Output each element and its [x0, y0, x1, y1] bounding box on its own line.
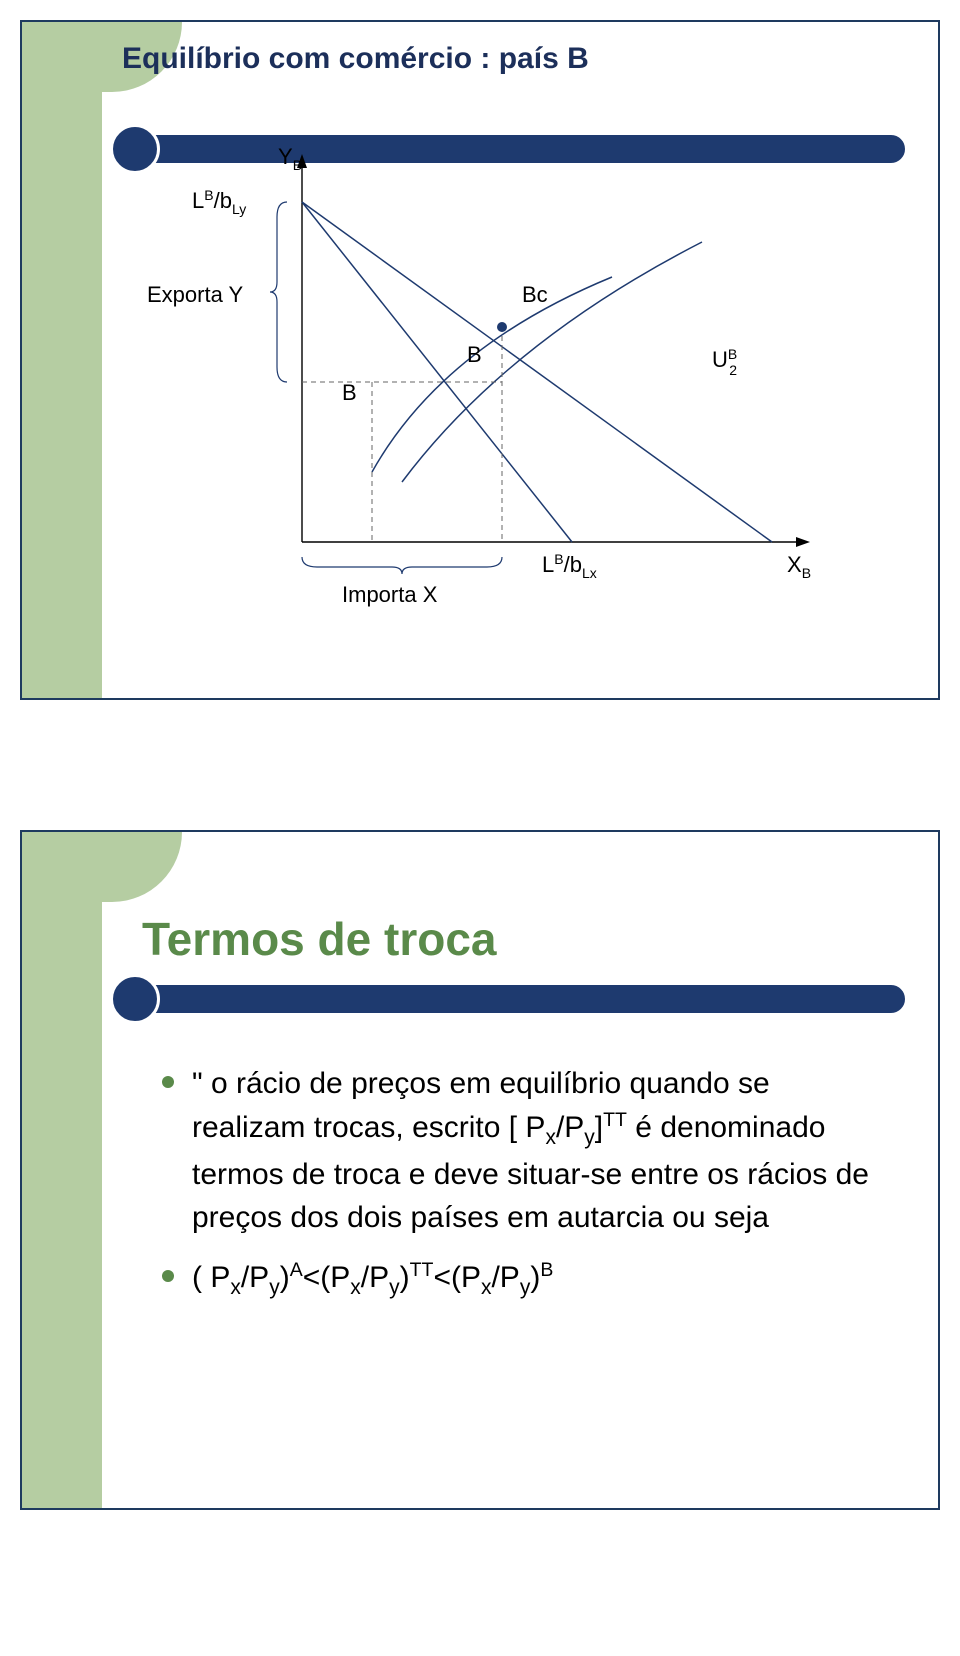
- prod-b-label: B: [467, 342, 482, 367]
- title-bar-2: [122, 982, 908, 1016]
- slide-2: Termos de troca " o rácio de preços em e…: [20, 830, 940, 1510]
- cons-label: B: [342, 380, 357, 405]
- bc-label: Bc: [522, 282, 548, 307]
- chart-svg: YB LB/bLy Exporta Y B Bc B UB2 I: [242, 142, 842, 642]
- slide2-body: " o rácio de preços em equilíbrio quando…: [162, 1062, 888, 1319]
- bullet-1-text: " o rácio de preços em equilíbrio quando…: [192, 1062, 888, 1240]
- indiff-curve-1: [372, 277, 612, 472]
- slide1-title: Equilíbrio com comércio : país B: [122, 42, 589, 76]
- sidebar-bg: [22, 22, 102, 698]
- export-label: Exporta Y: [147, 282, 244, 307]
- y-axis-label: YB: [278, 144, 302, 173]
- sidebar-tab-2: [102, 832, 182, 902]
- chart-equilibrium: YB LB/bLy Exporta Y B Bc B UB2 I: [242, 142, 842, 642]
- x-axis-label: XB: [787, 552, 811, 581]
- slide-1: Equilíbrio com comércio : país B: [20, 20, 940, 700]
- util-label: UB2: [712, 346, 737, 378]
- indiff-curve-2: [402, 242, 702, 482]
- ppf-line: [302, 202, 572, 542]
- sidebar-bg-2: [22, 832, 102, 1508]
- bullet-2: ( Px/Py)A<(Px/Py)TT<(Px/Py)B: [162, 1256, 888, 1303]
- slide2-title: Termos de troca: [142, 912, 496, 966]
- brace-import: [302, 557, 502, 574]
- x-axis-arrow: [796, 537, 810, 547]
- bullet-2-formula: ( Px/Py)A<(Px/Py)TT<(Px/Py)B: [192, 1256, 888, 1303]
- brace-export: [270, 202, 287, 382]
- production-point: [497, 322, 507, 332]
- bullet-1: " o rácio de preços em equilíbrio quando…: [162, 1062, 888, 1240]
- bullet-dot-icon: [162, 1076, 174, 1088]
- x-intercept-label: LB/bLx: [542, 551, 597, 581]
- import-label: Importa X: [342, 582, 438, 607]
- y-intercept-label: LB/bLy: [192, 187, 246, 217]
- bullet-dot-icon: [162, 1270, 174, 1282]
